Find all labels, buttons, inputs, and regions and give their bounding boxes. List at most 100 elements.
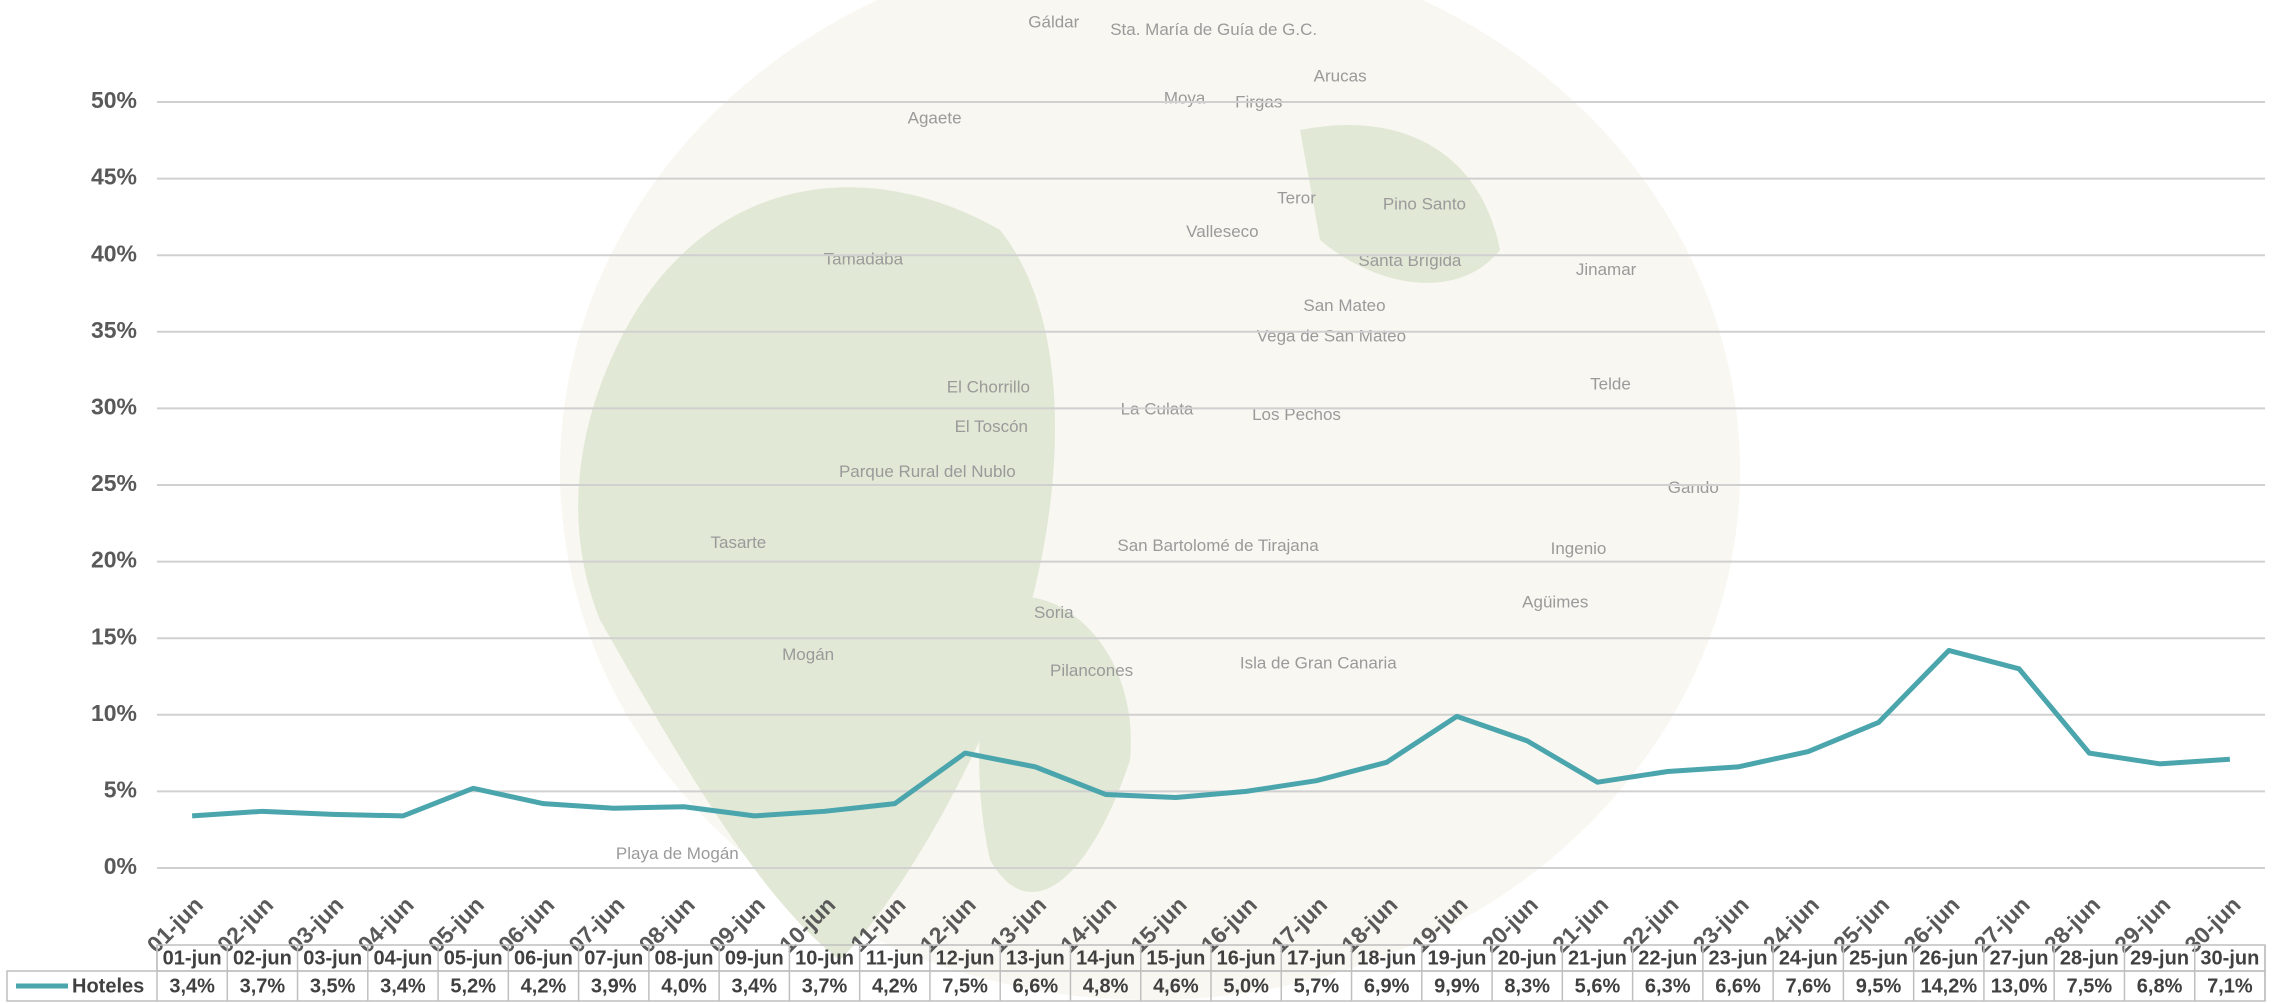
table-header: 12-jun xyxy=(936,947,995,969)
table-header: 26-jun xyxy=(1919,947,1978,969)
table-header: 18-jun xyxy=(1357,947,1416,969)
y-tick-label: 45% xyxy=(91,164,137,190)
table-value: 6,6% xyxy=(1715,975,1761,997)
table-header: 01-jun xyxy=(163,947,222,969)
table-header: 22-jun xyxy=(1638,947,1697,969)
table-header: 09-jun xyxy=(725,947,784,969)
map-label: Pino Santo xyxy=(1383,194,1466,213)
y-tick-label: 10% xyxy=(91,700,137,726)
table-value: 14,2% xyxy=(1920,975,1977,997)
table-value: 3,9% xyxy=(591,975,637,997)
y-tick-label: 50% xyxy=(91,87,137,113)
table-header: 16-jun xyxy=(1217,947,1276,969)
table-header: 17-jun xyxy=(1287,947,1346,969)
table-header: 28-jun xyxy=(2060,947,2119,969)
series-line xyxy=(191,647,2231,819)
table-header: 25-jun xyxy=(1849,947,1908,969)
map-label: Jinamar xyxy=(1576,260,1637,279)
table-header: 06-jun xyxy=(514,947,573,969)
table-header: 13-jun xyxy=(1006,947,1065,969)
table-header: 29-jun xyxy=(2130,947,2189,969)
table-header: 14-jun xyxy=(1076,947,1135,969)
map-label: Moya xyxy=(1164,88,1206,107)
table-value: 6,3% xyxy=(1645,975,1691,997)
plot xyxy=(191,647,2231,819)
map-label: Tamadaba xyxy=(824,250,904,269)
map-label: Gando xyxy=(1668,478,1719,497)
map-label: Telde xyxy=(1590,375,1631,394)
y-tick-label: 0% xyxy=(104,853,137,879)
map-label: San Bartolomé de Tirajana xyxy=(1117,536,1319,555)
table-header: 24-jun xyxy=(1779,947,1838,969)
y-tick-label: 40% xyxy=(91,240,137,266)
table-value: 3,7% xyxy=(240,975,286,997)
map-label: Pilancones xyxy=(1050,661,1133,680)
table-value: 4,2% xyxy=(521,975,567,997)
table-value: 4,6% xyxy=(1153,975,1199,997)
map-label: El Chorrillo xyxy=(947,378,1030,397)
table-value: 4,0% xyxy=(661,975,707,997)
legend-label: Hoteles xyxy=(72,975,144,997)
table-value: 4,2% xyxy=(872,975,918,997)
background-map xyxy=(560,0,1740,1000)
y-tick-label: 25% xyxy=(91,470,137,496)
map-label: San Mateo xyxy=(1303,296,1385,315)
table-header: 27-jun xyxy=(1990,947,2049,969)
map-label: Gáldar xyxy=(1028,13,1079,32)
table-value: 3,4% xyxy=(380,975,426,997)
map-label: El Toscón xyxy=(955,417,1028,436)
table-header: 04-jun xyxy=(373,947,432,969)
table-value: 5,0% xyxy=(1223,975,1269,997)
table-value: 5,6% xyxy=(1575,975,1621,997)
table-value: 6,9% xyxy=(1364,975,1410,997)
table-value: 7,5% xyxy=(2067,975,2113,997)
table-header: 07-jun xyxy=(584,947,643,969)
table-value: 3,4% xyxy=(731,975,777,997)
map-label: Parque Rural del Nublo xyxy=(839,462,1016,481)
y-tick-label: 20% xyxy=(91,547,137,573)
table-value: 4,8% xyxy=(1083,975,1129,997)
map-label: Tasarte xyxy=(711,533,767,552)
table-value: 9,9% xyxy=(1434,975,1480,997)
map-label: Santa Brígida xyxy=(1358,251,1462,270)
map-label: Ingenio xyxy=(1551,539,1607,558)
table-value: 5,7% xyxy=(1294,975,1340,997)
map-label: Arucas xyxy=(1314,67,1367,86)
table-header: 05-jun xyxy=(444,947,503,969)
map-label: Mogán xyxy=(782,645,834,664)
table-header: 15-jun xyxy=(1146,947,1205,969)
y-tick-label: 5% xyxy=(104,776,137,802)
map-label: Teror xyxy=(1277,189,1316,208)
y-tick-label: 30% xyxy=(91,393,137,419)
map-label: Soria xyxy=(1034,603,1074,622)
table-header: 11-jun xyxy=(866,947,924,969)
y-tick-label: 15% xyxy=(91,623,137,649)
table-header: 30-jun xyxy=(2200,947,2259,969)
table-value: 3,5% xyxy=(310,975,356,997)
table-header: 10-jun xyxy=(795,947,854,969)
table-value: 6,8% xyxy=(2137,975,2183,997)
table-value: 5,2% xyxy=(450,975,496,997)
table-header: 21-jun xyxy=(1568,947,1627,969)
map-label: Playa de Mogán xyxy=(616,844,739,863)
table-value: 7,6% xyxy=(1785,975,1831,997)
table-value: 7,5% xyxy=(942,975,988,997)
map-label: Vega de San Mateo xyxy=(1257,327,1406,346)
map-label: Isla de Gran Canaria xyxy=(1240,654,1397,673)
table-header: 03-jun xyxy=(303,947,362,969)
map-labels: Gáldar Sta. María de Guía de G.C. Arucas Mo… xyxy=(616,13,1719,863)
data-table: 01-jun 02-jun 03-jun 04-jun 05-jun 06-jun 07-j… xyxy=(6,944,2266,1002)
table-value: 13,0% xyxy=(1991,975,2048,997)
table-header: 23-jun xyxy=(1709,947,1768,969)
table-header: 19-jun xyxy=(1427,947,1486,969)
table-header: 02-jun xyxy=(233,947,292,969)
table-header: 20-jun xyxy=(1498,947,1557,969)
table-value: 8,3% xyxy=(1504,975,1550,997)
table-header: 08-jun xyxy=(655,947,714,969)
map-label: Los Pechos xyxy=(1252,405,1341,424)
table-value: 3,4% xyxy=(169,975,215,997)
table-value: 9,5% xyxy=(1856,975,1902,997)
table-value: 7,1% xyxy=(2207,975,2253,997)
y-tick-label: 35% xyxy=(91,317,137,343)
